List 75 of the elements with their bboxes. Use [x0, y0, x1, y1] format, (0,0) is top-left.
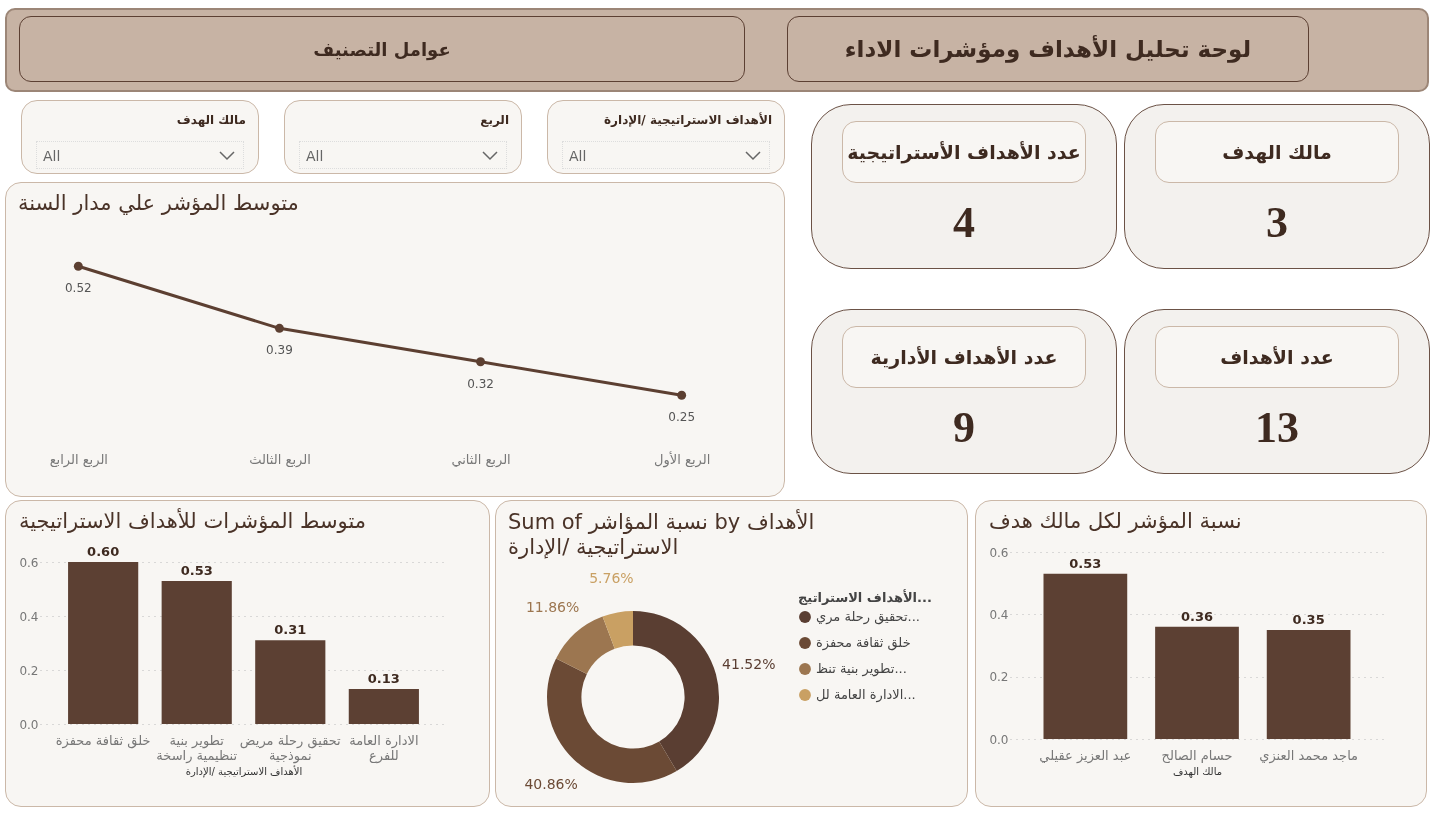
chart-title: Sum of نسبة المؤاشر by الأهداف الاستراتيجية /الإدارة [508, 508, 815, 559]
text: لوحة تحليل الأهداف ومؤشرات الاداء [787, 16, 1309, 82]
y-tick-label: 0.4 [989, 607, 1009, 622]
legend-label: تحقيق رحلة مري... [816, 609, 920, 625]
data-label: 40.86% [524, 775, 578, 792]
legend-title: الأهداف الاستراتيج... [798, 589, 932, 605]
y-tick-label: 0.2 [19, 663, 39, 678]
x-tick-label: تحقيق رحلة مريض نموذجية [239, 732, 342, 764]
point [274, 323, 284, 333]
x-tick-label: ماجد محمد العنزي [1259, 747, 1359, 764]
y-tick-label: 0.4 [19, 609, 39, 624]
chart-title: متوسط المؤشرات للأهداف الاستراتيجية [18, 508, 367, 533]
x-tick-label: الربع الثالث [249, 451, 311, 468]
data-label: 5.76% [589, 569, 634, 586]
text: الربع [480, 113, 509, 127]
data-label: 9 [952, 402, 976, 453]
data-label: 4 [952, 197, 976, 248]
donut-slice [602, 611, 633, 649]
donut-slice [633, 611, 719, 772]
data-label: 0.36 [1180, 608, 1214, 624]
point [73, 261, 83, 271]
bar [161, 580, 232, 724]
y-tick-label: 0.0 [19, 717, 39, 732]
data-label: 3 [1265, 197, 1289, 248]
text: All [562, 141, 770, 169]
bar [255, 640, 326, 724]
x-tick-label: تطوير بنية تنظيمية راسخة [156, 732, 238, 764]
text: All [299, 141, 507, 169]
x-axis-title: الأهداف الاستراتيجية /الإدارة [185, 764, 303, 778]
data-label: 0.32 [467, 376, 494, 391]
legend-label: تطوير بنية تنظ... [816, 661, 907, 677]
chart-title: نسبة المؤشر لكل مالك هدف [988, 509, 1242, 533]
data-label: 0.39 [266, 343, 293, 358]
donut-slice [556, 616, 615, 674]
category-label: عدد الأهداف الأدارية [842, 326, 1086, 388]
y-tick-label: 0.6 [989, 545, 1009, 560]
data-label: 0.60 [87, 544, 120, 559]
data-label: 0.25 [668, 410, 696, 425]
data-label: 0.35 [1292, 611, 1325, 627]
text: عوامل التصنيف [19, 16, 745, 82]
bar [68, 562, 139, 724]
x-axis-title: مالك الهدف [1172, 765, 1223, 778]
x-tick-label: عبد العزيز عقيلي [1039, 747, 1132, 764]
y-tick-label: 0.0 [989, 732, 1009, 747]
text: مالك الهدف [176, 113, 246, 127]
category-label: عدد الأهداف [1155, 326, 1399, 388]
bar [1155, 626, 1239, 739]
point [476, 357, 486, 367]
x-tick-label: حسام الصالح [1161, 747, 1233, 764]
x-tick-label: الربع الثاني [451, 451, 511, 468]
chart-title: متوسط المؤشر علي مدار السنة [18, 191, 299, 215]
data-label: 0.53 [1069, 555, 1102, 571]
data-label: 0.31 [274, 622, 307, 638]
x-tick-label: الربع الأول [654, 450, 711, 468]
bar [1043, 573, 1128, 739]
data-label: 0.13 [367, 670, 400, 686]
category-label: مالك الهدف [1155, 121, 1399, 183]
data-label: 11.86% [525, 598, 580, 615]
point [677, 390, 687, 400]
data-label: 0.52 [64, 281, 92, 296]
x-tick-label: الادارة العامة للفرع [349, 732, 419, 764]
data-label: 13 [1254, 402, 1300, 453]
text: الأهداف الاستراتيجية /الإدارة [604, 113, 772, 127]
bar [348, 688, 419, 724]
legend-label: الادارة العامة لل... [816, 687, 916, 703]
x-tick-label: الربع الرابع [49, 451, 108, 468]
x-tick-label: خلق ثقافة محفزة [55, 732, 151, 749]
text: All [36, 141, 244, 169]
data-label: 0.53 [180, 562, 213, 578]
category-label: عدد الأهداف الأستراتيجية [842, 121, 1086, 183]
legend-label: خلق ثقافة محفزة [816, 635, 911, 651]
data-label: 41.52% [722, 656, 776, 673]
y-tick-label: 0.6 [19, 555, 39, 570]
y-tick-label: 0.2 [989, 670, 1009, 685]
bar [1266, 629, 1351, 739]
